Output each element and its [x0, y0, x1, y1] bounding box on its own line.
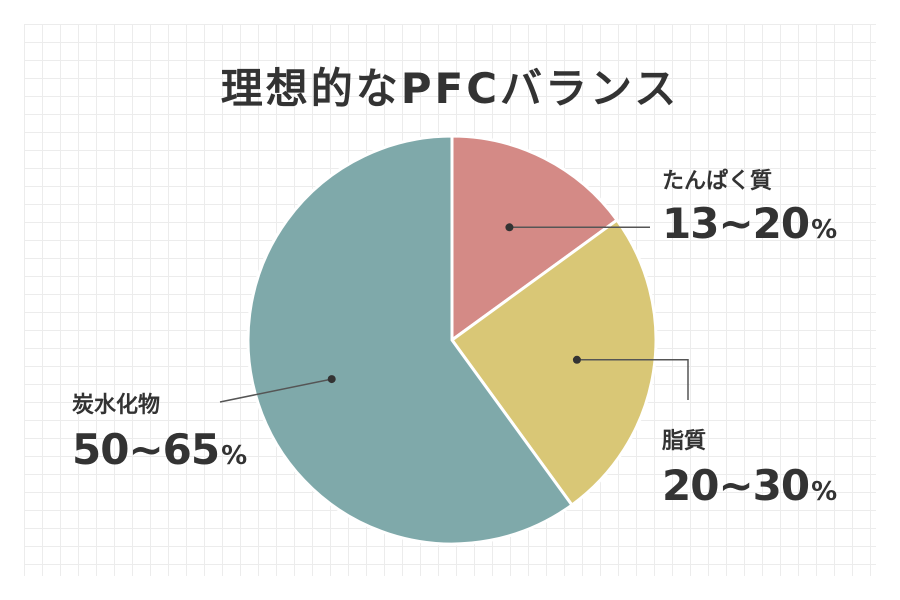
protein-unit: %: [811, 215, 837, 245]
slice-carbs: [246, 134, 574, 546]
label-carbs: 炭水化物 50~65%: [72, 392, 247, 474]
carbs-range: 50~65: [72, 425, 219, 474]
fat-leader-dot: [572, 355, 581, 364]
carbs-leader-dot: [327, 375, 336, 384]
fat-value-label: 20~30%: [662, 461, 837, 510]
chart-title: 理想的なPFCバランス: [220, 64, 680, 113]
fat-name-label: 脂質: [662, 428, 706, 454]
pie-slices: [246, 134, 658, 546]
slice-protein: [450, 134, 619, 342]
protein-range: 13~20: [662, 199, 809, 248]
protein-leader-dot: [505, 223, 514, 232]
label-protein: たんぱく質 13~20%: [662, 168, 837, 248]
carbs-leader-line: [219, 378, 332, 403]
slice-fat: [450, 218, 658, 507]
protein-value-label: 13~20%: [662, 199, 837, 248]
carbs-unit: %: [221, 441, 247, 471]
fat-range: 20~30: [662, 461, 809, 510]
carbs-name-label: 炭水化物: [72, 392, 160, 418]
label-fat: 脂質 20~30%: [662, 428, 837, 510]
carbs-value-label: 50~65%: [72, 425, 247, 474]
fat-leader-line: [576, 359, 689, 400]
fat-unit: %: [811, 477, 837, 507]
leader-lines: [219, 223, 689, 403]
protein-name-label: たんぱく質: [662, 168, 772, 194]
